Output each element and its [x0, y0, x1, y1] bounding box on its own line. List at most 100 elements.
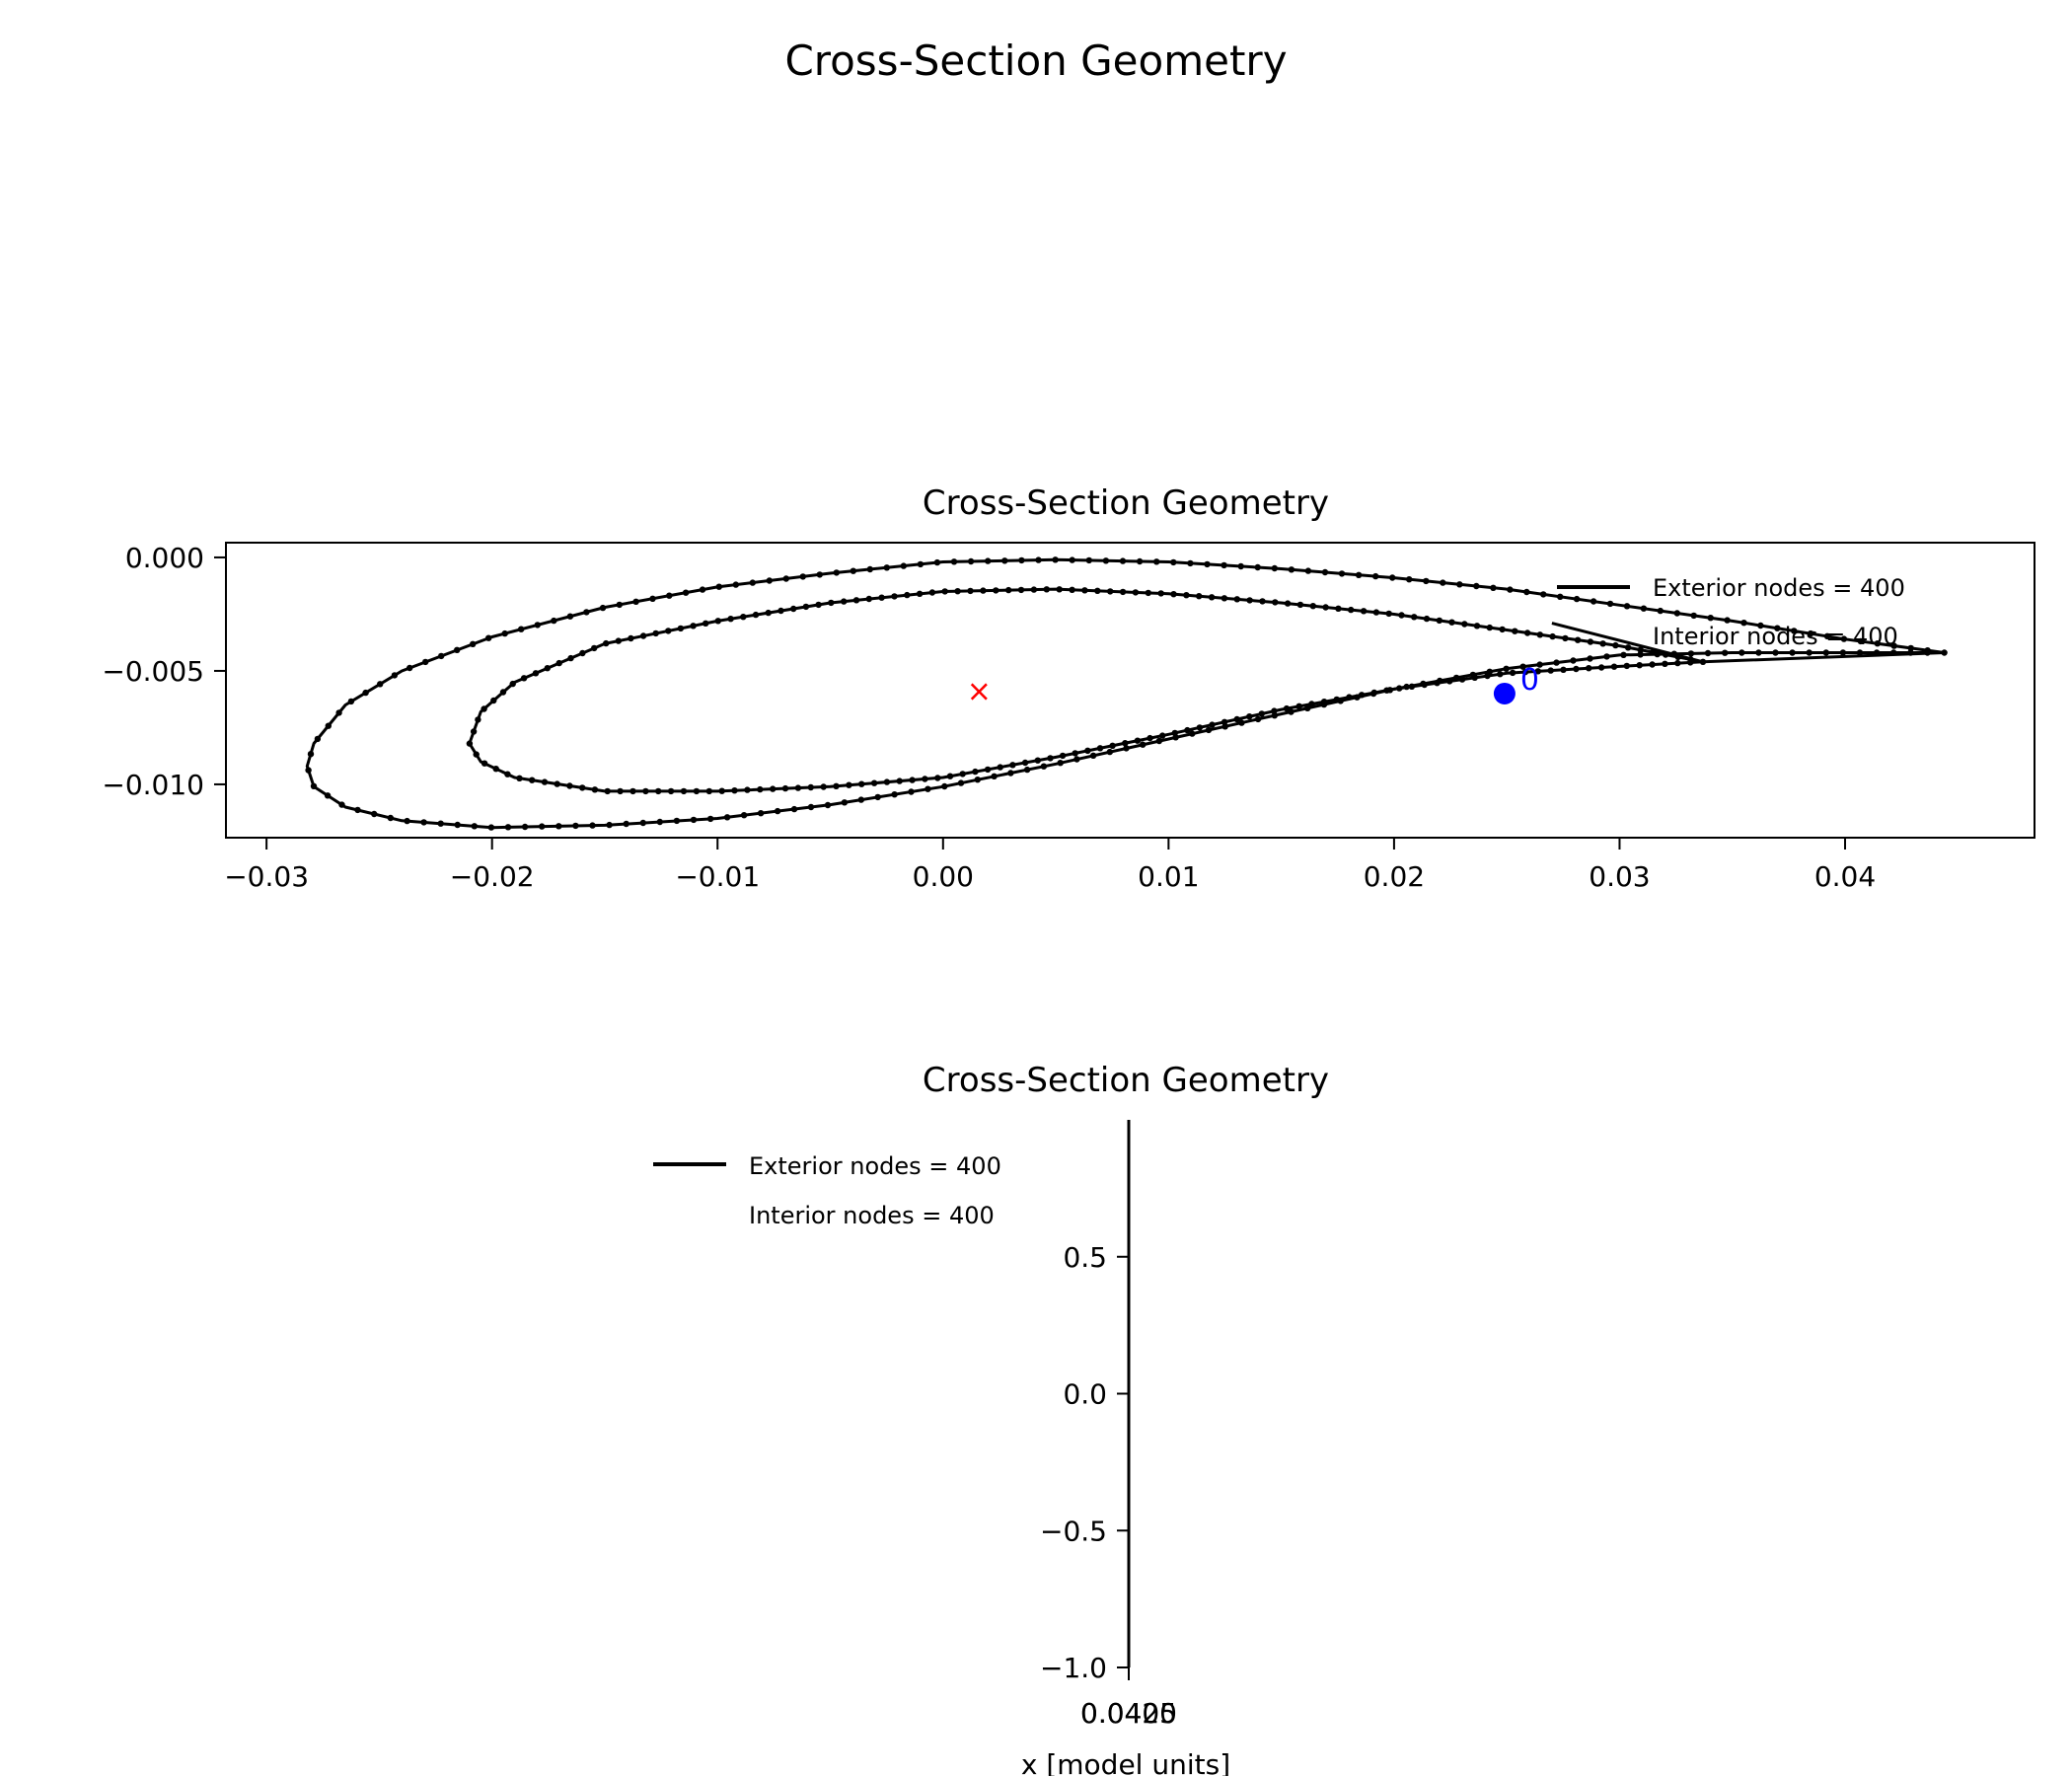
- interior-node: [1094, 587, 1101, 594]
- exterior-node: [950, 558, 958, 565]
- interior-node: [1674, 659, 1681, 667]
- exterior-node: [1941, 649, 1948, 656]
- top-plot-frame: [225, 542, 2035, 839]
- exterior-node: [782, 575, 789, 582]
- exterior-node: [1739, 649, 1745, 656]
- exterior-node: [1106, 748, 1114, 756]
- interior-node: [1521, 668, 1529, 676]
- interior-node: [1486, 624, 1494, 631]
- interior-node: [984, 766, 992, 774]
- exterior-node: [841, 799, 849, 806]
- top-legend-interior-label: Interior nodes = 400: [1653, 623, 1898, 650]
- interior-node: [870, 779, 878, 786]
- exterior-node: [1603, 653, 1610, 660]
- exterior-node: [616, 601, 623, 609]
- exterior-node: [1089, 752, 1097, 759]
- bottom-subplot: Cross-Section Geometry 0.5 0.0 −0.5 −1.0 0.…: [653, 1061, 1329, 1776]
- interior-node: [1434, 680, 1441, 687]
- exterior-node: [307, 751, 315, 758]
- interior-node: [603, 639, 610, 647]
- interior-node: [928, 589, 936, 596]
- exterior-node: [387, 814, 394, 822]
- exterior-node: [1321, 568, 1329, 576]
- interior-node: [1448, 619, 1455, 626]
- exterior-node: [485, 634, 492, 641]
- exterior-node: [790, 805, 798, 813]
- interior-node: [777, 607, 784, 615]
- exterior-node: [1857, 637, 1865, 645]
- exterior-node: [1740, 620, 1747, 627]
- interior-node: [1509, 669, 1517, 677]
- exterior-node: [1587, 655, 1593, 662]
- exterior-node: [305, 767, 312, 774]
- exterior-node: [967, 557, 975, 565]
- exterior-node: [1890, 642, 1897, 649]
- exterior-node: [518, 626, 525, 632]
- exterior-node: [874, 793, 881, 801]
- interior-node: [1145, 589, 1152, 597]
- exterior-node: [749, 579, 756, 586]
- exterior-node: [1205, 726, 1213, 734]
- exterior-node: [1119, 557, 1127, 564]
- interior-node: [1259, 598, 1266, 605]
- interior-node: [1246, 713, 1253, 720]
- interior-node: [1284, 600, 1292, 607]
- interior-node: [770, 785, 777, 792]
- top-x-tick-label: 0.04: [1814, 860, 1876, 893]
- interior-node: [972, 768, 979, 776]
- exterior-node: [1690, 612, 1697, 620]
- interior-node: [1119, 588, 1127, 596]
- interior-node: [1662, 651, 1669, 658]
- exterior-node: [1170, 558, 1177, 566]
- interior-node: [1109, 742, 1116, 749]
- interior-node: [967, 587, 974, 595]
- reference-node-label: 0: [1520, 663, 1539, 698]
- interior-node: [1047, 755, 1054, 762]
- interior-node: [852, 597, 860, 604]
- top-x-tick-label: 0.03: [1589, 860, 1650, 893]
- interior-node: [1574, 636, 1582, 643]
- exterior-node: [1288, 566, 1295, 573]
- interior-node: [1649, 661, 1656, 668]
- interior-node: [504, 771, 511, 777]
- interior-node: [740, 614, 747, 621]
- interior-node: [1221, 718, 1228, 725]
- exterior-node: [1140, 741, 1147, 748]
- interior-node: [1637, 646, 1644, 653]
- interior-node: [1408, 683, 1416, 690]
- interior-node: [1687, 659, 1694, 666]
- exterior-node: [900, 562, 907, 569]
- interior-node: [1233, 596, 1241, 603]
- interior-node: [714, 618, 721, 625]
- interior-node: [1009, 762, 1016, 769]
- interior-node: [820, 783, 827, 790]
- interior-node: [1147, 734, 1153, 742]
- interior-node: [1534, 668, 1542, 675]
- top-x-tick-label: 0.00: [913, 860, 974, 893]
- interior-node: [1599, 640, 1606, 647]
- exterior-node: [682, 589, 690, 596]
- exterior-node: [690, 816, 698, 824]
- exterior-node: [1623, 603, 1631, 610]
- exterior-node: [639, 819, 646, 827]
- exterior-node: [1123, 745, 1130, 752]
- interior-node: [1030, 586, 1038, 593]
- exterior-node: [1102, 557, 1110, 564]
- interior-node: [1322, 604, 1329, 611]
- exterior-node: [1271, 712, 1279, 719]
- exterior-outline: [305, 557, 1945, 830]
- interior-node: [481, 760, 488, 767]
- interior-node: [1056, 586, 1063, 593]
- interior-node: [532, 670, 540, 677]
- exterior-node: [908, 788, 915, 795]
- interior-node: [516, 775, 523, 781]
- interior-node: [1549, 632, 1556, 640]
- exterior-node: [1822, 649, 1830, 656]
- exterior-node: [314, 735, 322, 743]
- interior-node: [591, 786, 599, 793]
- interior-node: [1107, 588, 1114, 595]
- interior-node: [807, 783, 814, 791]
- interior-node: [1171, 729, 1179, 737]
- interior-node: [946, 773, 954, 779]
- exterior-node: [1637, 651, 1644, 658]
